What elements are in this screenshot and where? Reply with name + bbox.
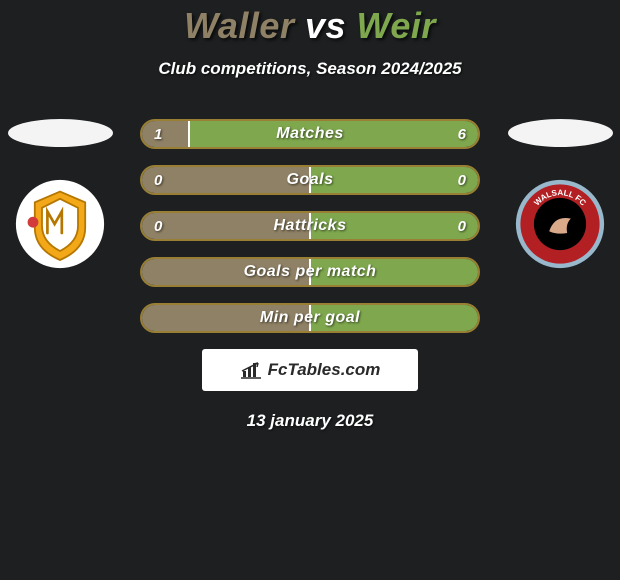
page-title: Waller vs Weir [0,5,620,47]
right-player-silhouette [508,119,613,147]
stat-bar: 00Goals [140,165,480,195]
date: 13 january 2025 [0,411,620,431]
bar-chart-icon [240,361,262,379]
right-player-col: WALSALL FC [500,119,620,269]
subtitle: Club competitions, Season 2024/2025 [0,59,620,79]
stat-bar: 16Matches [140,119,480,149]
bar-label: Goals [142,167,478,193]
left-player-col [0,119,120,269]
comparison-bars: 16Matches 00Goals 00Hattricks Goals per mat… [140,119,480,333]
stat-bar: 00Hattricks [140,211,480,241]
comparison-body: WALSALL FC 16Matches 00Goals 00Hattricks Go… [0,119,620,431]
bar-label: Min per goal [142,305,478,331]
walsall-crest-icon: WALSALL FC [515,179,605,269]
bar-label: Matches [142,121,478,147]
stat-bar: Min per goal [140,303,480,333]
watermark-text: FcTables.com [268,360,381,380]
watermark: FcTables.com [202,349,418,391]
mk-dons-crest-icon [15,179,105,269]
right-club-crest: WALSALL FC [515,179,605,269]
title-vs: vs [305,5,346,46]
title-p1: Waller [184,5,294,46]
left-club-crest [15,179,105,269]
bar-label: Hattricks [142,213,478,239]
bar-label: Goals per match [142,259,478,285]
title-p2: Weir [357,5,436,46]
left-player-silhouette [8,119,113,147]
stat-bar: Goals per match [140,257,480,287]
